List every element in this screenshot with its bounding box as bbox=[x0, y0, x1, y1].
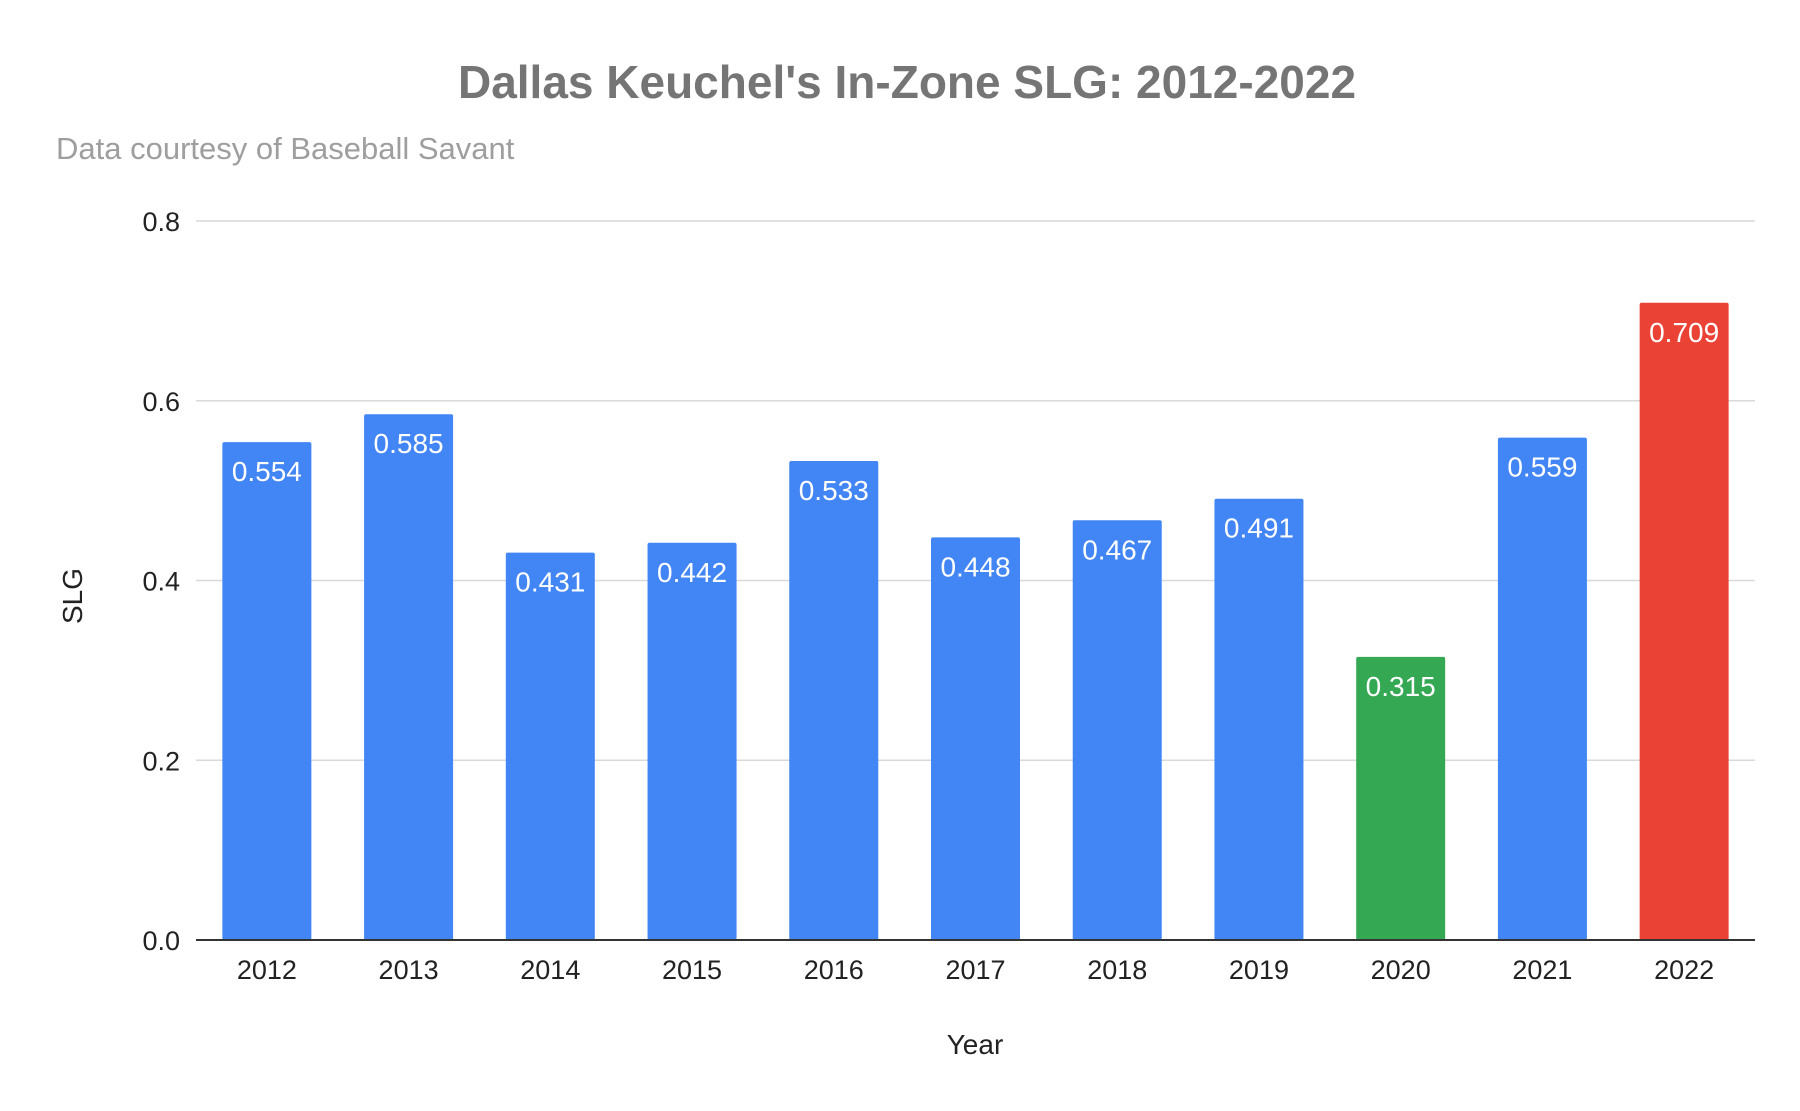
data-label: 0.315 bbox=[1366, 671, 1436, 702]
y-axis-title: SLG bbox=[57, 568, 88, 624]
x-axis-ticks: 2012 2013 2014 2015 2016 2017 2018 2019 2020 2021… bbox=[237, 955, 1714, 985]
x-tick-label: 2018 bbox=[1087, 955, 1147, 985]
data-label: 0.467 bbox=[1082, 534, 1152, 565]
data-label: 0.442 bbox=[657, 557, 727, 588]
bar bbox=[647, 542, 737, 940]
x-tick-label: 2015 bbox=[662, 955, 722, 985]
bar bbox=[1497, 437, 1587, 940]
bar bbox=[505, 552, 595, 940]
chart-subtitle: Data courtesy of Baseball Savant bbox=[56, 131, 515, 166]
data-label: 0.448 bbox=[940, 551, 1010, 582]
bar bbox=[789, 460, 879, 940]
x-tick-label: 2017 bbox=[945, 955, 1005, 985]
y-tick-label: 0.8 bbox=[142, 207, 180, 237]
x-tick-label: 2013 bbox=[379, 955, 439, 985]
x-tick-label: 2012 bbox=[237, 955, 297, 985]
x-tick-label: 2022 bbox=[1654, 955, 1714, 985]
x-tick-label: 2020 bbox=[1371, 955, 1431, 985]
bar bbox=[1356, 656, 1446, 940]
y-tick-label: 0.4 bbox=[142, 567, 180, 597]
bar bbox=[222, 442, 312, 940]
x-axis-title: Year bbox=[947, 1029, 1004, 1060]
data-label: 0.554 bbox=[232, 456, 302, 487]
x-tick-label: 2019 bbox=[1229, 955, 1289, 985]
bar bbox=[1214, 498, 1304, 940]
bar bbox=[364, 414, 454, 940]
data-label: 0.431 bbox=[515, 567, 585, 598]
x-tick-label: 2016 bbox=[804, 955, 864, 985]
data-label: 0.709 bbox=[1649, 317, 1719, 348]
data-label: 0.491 bbox=[1224, 513, 1294, 544]
chart-title: Dallas Keuchel's In-Zone SLG: 2012-2022 bbox=[458, 56, 1356, 108]
x-tick-label: 2021 bbox=[1512, 955, 1572, 985]
y-tick-label: 0.6 bbox=[142, 387, 180, 417]
bars: 0.554 0.585 0.431 0.442 0.533 0.448 0.467 0.491… bbox=[222, 302, 1729, 940]
data-label: 0.559 bbox=[1507, 452, 1577, 483]
x-tick-label: 2014 bbox=[520, 955, 580, 985]
bar bbox=[1639, 302, 1729, 940]
y-tick-label: 0.2 bbox=[142, 746, 180, 776]
y-tick-label: 0.0 bbox=[142, 926, 180, 956]
data-label: 0.533 bbox=[799, 475, 869, 506]
bar bbox=[931, 537, 1020, 940]
bar bbox=[1072, 520, 1162, 940]
y-axis-ticks: 0.0 0.2 0.4 0.6 0.8 bbox=[142, 207, 180, 956]
data-label: 0.585 bbox=[374, 428, 444, 459]
